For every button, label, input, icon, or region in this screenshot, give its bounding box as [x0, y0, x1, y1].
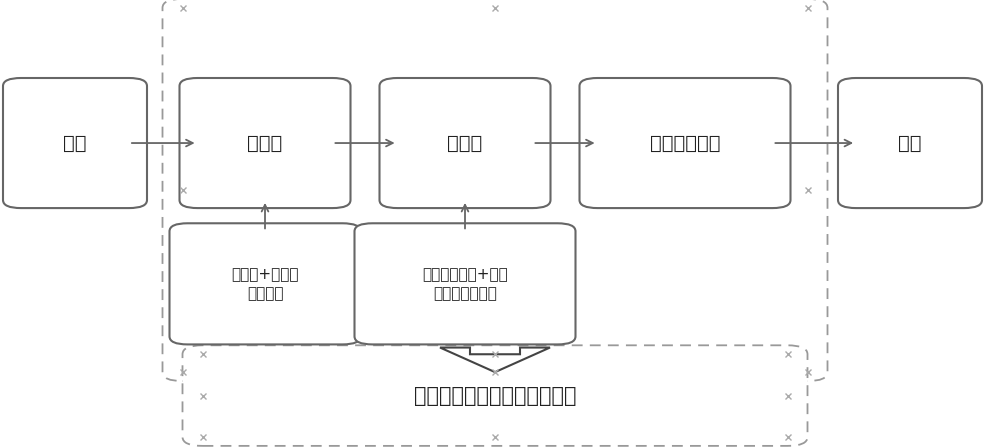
FancyBboxPatch shape — [380, 78, 550, 208]
Text: 金刚石研磨液+锡盘
（或铜盘）研磨: 金刚石研磨液+锡盘 （或铜盘）研磨 — [422, 267, 508, 301]
FancyBboxPatch shape — [162, 0, 828, 381]
FancyBboxPatch shape — [183, 345, 808, 446]
Text: 粗研磨: 粗研磨 — [247, 134, 283, 152]
FancyBboxPatch shape — [3, 78, 147, 208]
Text: 清洗: 清洗 — [898, 134, 922, 152]
FancyBboxPatch shape — [170, 224, 361, 344]
FancyBboxPatch shape — [180, 78, 351, 208]
FancyBboxPatch shape — [580, 78, 790, 208]
FancyBboxPatch shape — [355, 224, 576, 344]
Text: 衬底基片的常见研磨抛光方案: 衬底基片的常见研磨抛光方案 — [414, 386, 576, 405]
Text: 化学机械抛光: 化学机械抛光 — [650, 134, 720, 152]
Text: 切片: 切片 — [63, 134, 87, 152]
FancyBboxPatch shape — [838, 78, 982, 208]
Polygon shape — [440, 348, 550, 372]
Text: 精研磨: 精研磨 — [447, 134, 483, 152]
Text: 碳化硼+铸铁盘
双面研磨: 碳化硼+铸铁盘 双面研磨 — [231, 267, 299, 301]
